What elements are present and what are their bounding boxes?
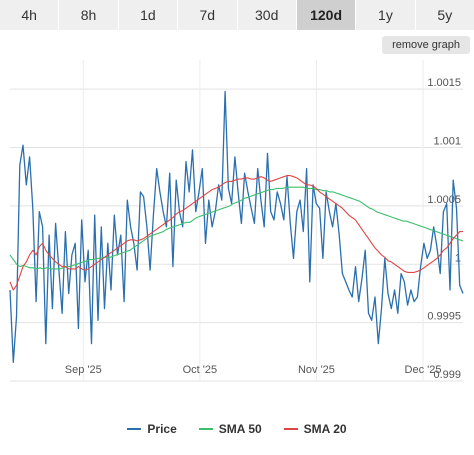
y-tick-label: 1.001 <box>433 136 461 148</box>
series-line-sma-20 <box>9 175 463 291</box>
tab-8h[interactable]: 8h <box>59 0 119 30</box>
x-tick-label: Dec '25 <box>405 364 442 376</box>
tab-1d[interactable]: 1d <box>118 0 179 30</box>
series-line-sma-50 <box>9 186 464 270</box>
y-tick-label: 1.0015 <box>427 77 461 89</box>
tab-4h[interactable]: 4h <box>0 0 60 30</box>
legend-swatch <box>198 428 213 430</box>
time-range-tabs: 4h 8h 1d 7d 30d 120d 1y 5y <box>0 0 474 30</box>
legend-label: SMA 50 <box>218 422 262 436</box>
legend-swatch <box>127 428 142 430</box>
tab-120d[interactable]: 120d <box>296 0 357 30</box>
tab-7d[interactable]: 7d <box>178 0 238 30</box>
tab-1y[interactable]: 1y <box>356 0 416 30</box>
y-tick-label: 0.999 <box>433 369 461 381</box>
legend-label: SMA 20 <box>303 422 347 436</box>
remove-graph-button[interactable]: remove graph <box>382 36 470 54</box>
x-tick-label: Sep '25 <box>65 364 102 376</box>
chart-legend: Price SMA 50 SMA 20 <box>0 420 474 438</box>
legend-item-price[interactable]: Price <box>127 420 177 438</box>
tab-5y[interactable]: 5y <box>415 0 474 30</box>
legend-item-sma-20[interactable]: SMA 20 <box>283 420 347 438</box>
x-tick-label: Oct '25 <box>183 364 218 376</box>
legend-label: Price <box>147 422 177 436</box>
y-tick-label: 0.9995 <box>427 311 461 323</box>
tab-30d[interactable]: 30d <box>237 0 297 30</box>
legend-item-sma-50[interactable]: SMA 50 <box>198 420 262 438</box>
x-tick-label: Nov '25 <box>298 364 335 376</box>
series-line-price <box>9 90 464 363</box>
legend-swatch <box>283 428 298 430</box>
